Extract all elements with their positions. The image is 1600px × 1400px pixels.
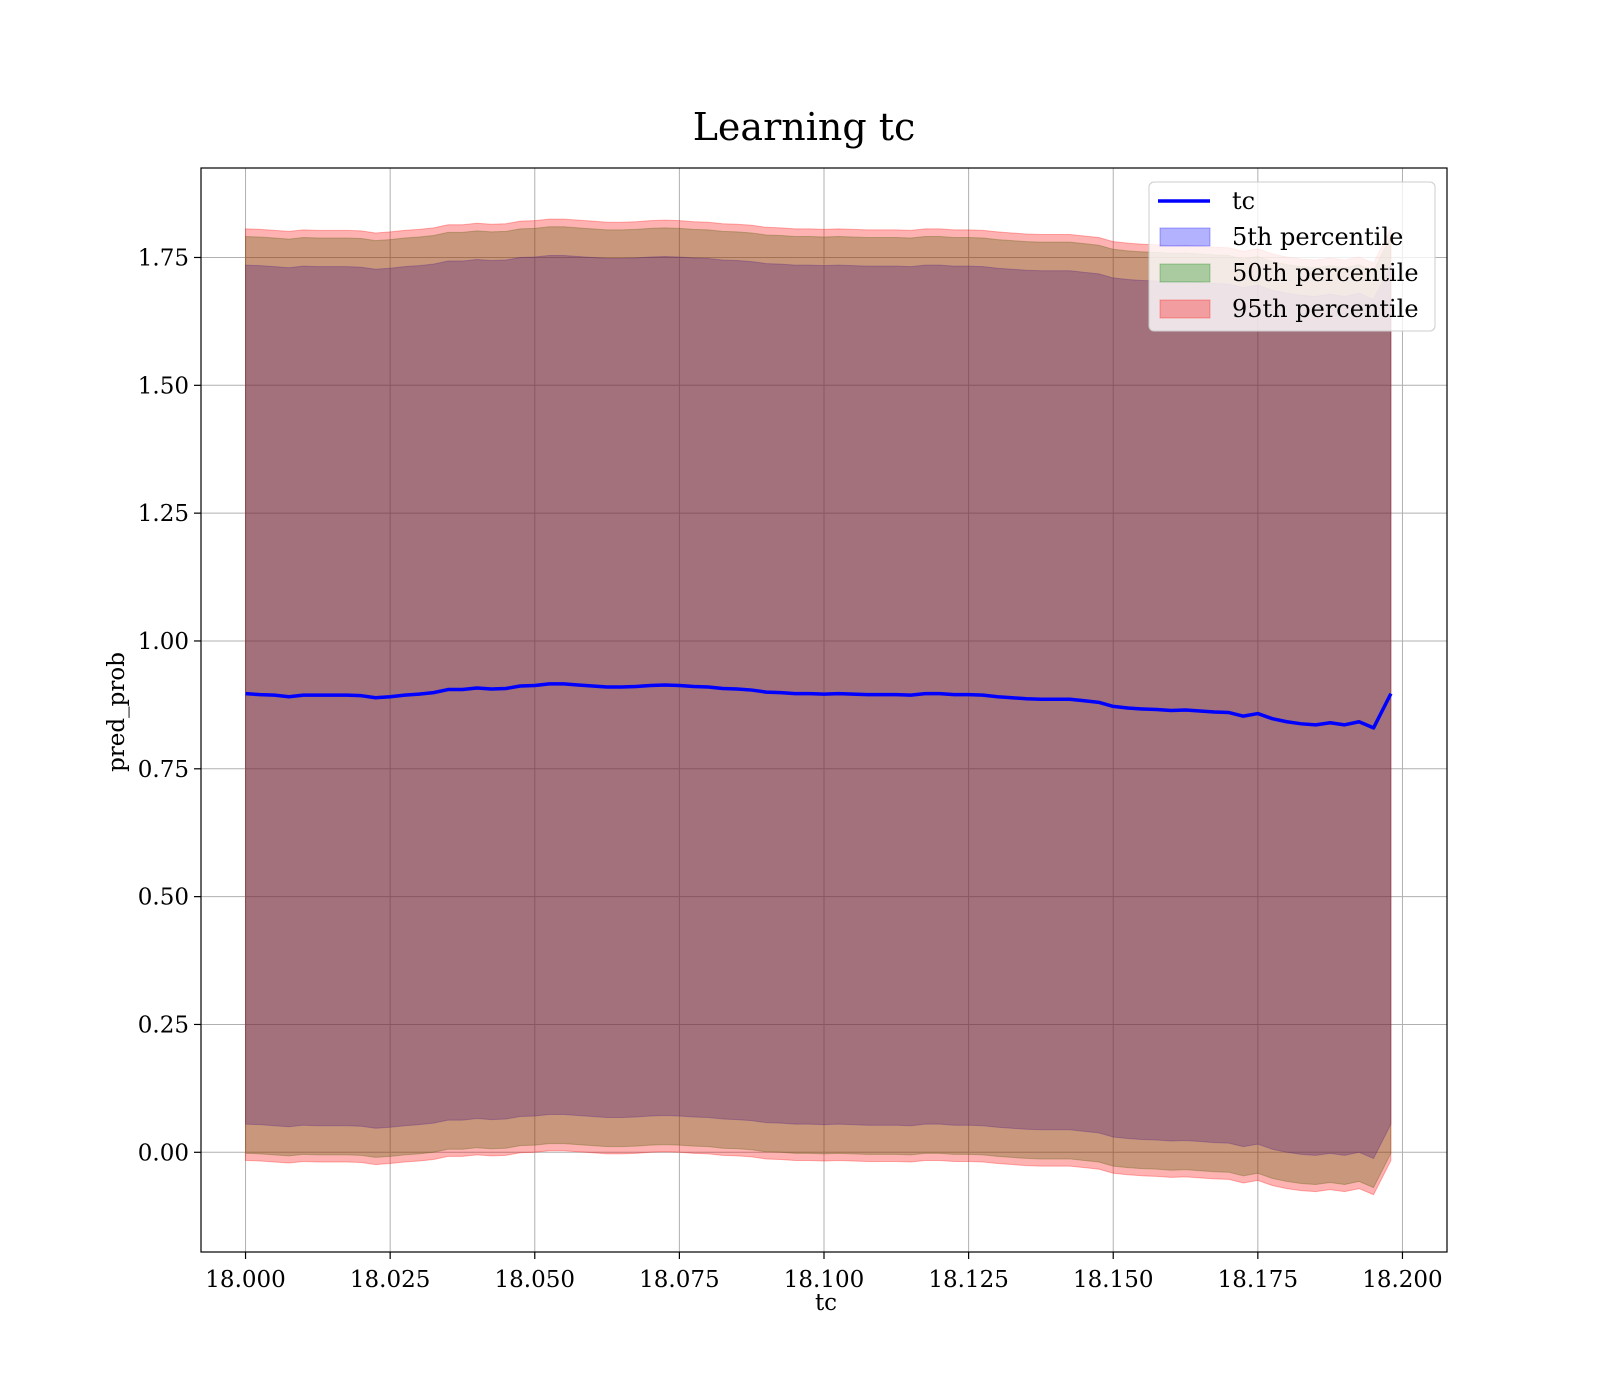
legend-label: tc [1232,187,1255,215]
legend-swatch-50th [1159,263,1211,283]
y-tick-label: 1.25 [138,501,189,527]
plot-area: 18.000 18.025 18.050 18.075 18.100 18.125 18.1… [138,167,1448,1293]
band-5th-percentile [245,254,1392,1160]
legend-label: 5th percentile [1232,223,1403,251]
x-tick-label: 18.175 [1218,1267,1298,1293]
x-tick-label: 18.200 [1362,1267,1442,1293]
y-axis-label: pred_prob [104,652,130,772]
y-tick-label: 1.50 [138,373,189,399]
x-tick-label: 18.000 [205,1267,285,1293]
chart-title: Learning tc [693,105,916,149]
y-tick-label: 0.00 [138,1140,189,1166]
x-tick-label: 18.100 [784,1267,864,1293]
y-tick-label: 0.50 [138,885,189,911]
x-tick-label: 18.050 [495,1267,575,1293]
band-95th-percentile [245,218,1392,1196]
y-tick-label: 0.25 [138,1012,189,1038]
x-tick-label: 18.125 [928,1267,1008,1293]
x-tick-label: 18.025 [350,1267,430,1293]
legend-label: 95th percentile [1232,295,1419,323]
line-tc [245,682,1393,730]
x-tick-label: 18.150 [1073,1267,1153,1293]
y-tick-label: 1.00 [138,629,189,655]
legend-label: 50th percentile [1232,259,1419,287]
bands-group [245,218,1393,1196]
legend-swatch-95th [1159,299,1211,319]
band-50th-percentile [245,226,1392,1189]
y-tick-label: 1.75 [138,245,189,271]
legend-swatch-5th [1159,227,1211,247]
legend-box [1148,181,1436,332]
x-tick-label: 18.075 [639,1267,719,1293]
legend: tc 5th percentile 50th percentile 95th perc… [1148,181,1436,332]
y-tick-label: 0.75 [138,757,189,783]
x-axis-label: tc [815,1290,837,1316]
